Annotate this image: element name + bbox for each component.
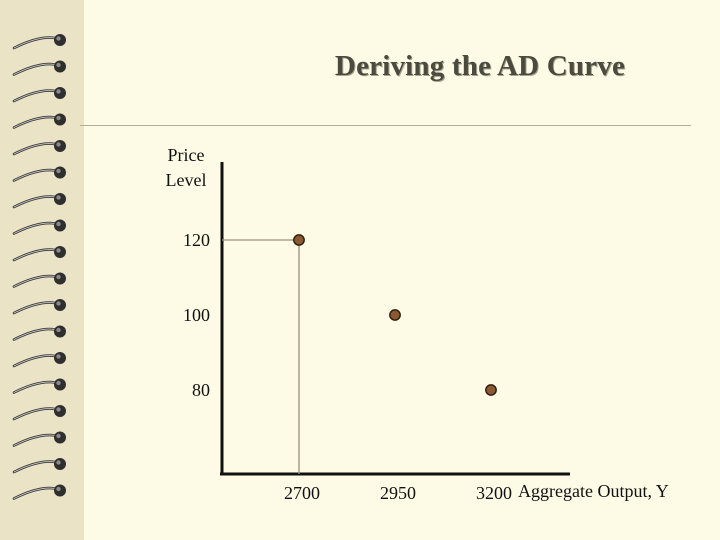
spiral-coil	[12, 246, 66, 262]
y-tick-label: 80	[192, 380, 210, 400]
slide-title: Deriving the AD Curve	[334, 50, 626, 82]
y-axis-label: Level	[166, 170, 207, 190]
data-point	[389, 309, 401, 321]
spiral-coil	[12, 484, 66, 500]
spiral-coil	[12, 431, 66, 447]
spiral-coil	[12, 34, 66, 50]
y-tick-label: 120	[183, 230, 210, 250]
spiral-coil	[12, 193, 66, 209]
data-point	[293, 234, 305, 246]
title-divider	[80, 125, 691, 126]
spiral-coil	[12, 219, 66, 235]
spiral-coil	[12, 87, 66, 103]
spiral-coil	[12, 299, 66, 315]
spiral-coil	[12, 60, 66, 76]
spiral-binding	[12, 34, 66, 500]
spiral-coil	[12, 140, 66, 156]
spiral-coil	[12, 352, 66, 368]
x-tick-label: 2700	[284, 483, 320, 503]
spiral-coil	[12, 113, 66, 129]
y-tick-label: 100	[183, 305, 210, 325]
spiral-coil	[12, 166, 66, 182]
spiral-coil	[12, 458, 66, 474]
spiral-coil	[12, 378, 66, 394]
x-axis-label: Aggregate Output, Y	[518, 481, 669, 501]
spiral-coil	[12, 325, 66, 341]
x-tick-label: 3200	[476, 483, 512, 503]
data-point	[485, 384, 497, 396]
spiral-coil	[12, 272, 66, 288]
spiral-coil	[12, 405, 66, 421]
y-axis-label: Price	[168, 145, 205, 165]
x-tick-label: 2950	[380, 483, 416, 503]
